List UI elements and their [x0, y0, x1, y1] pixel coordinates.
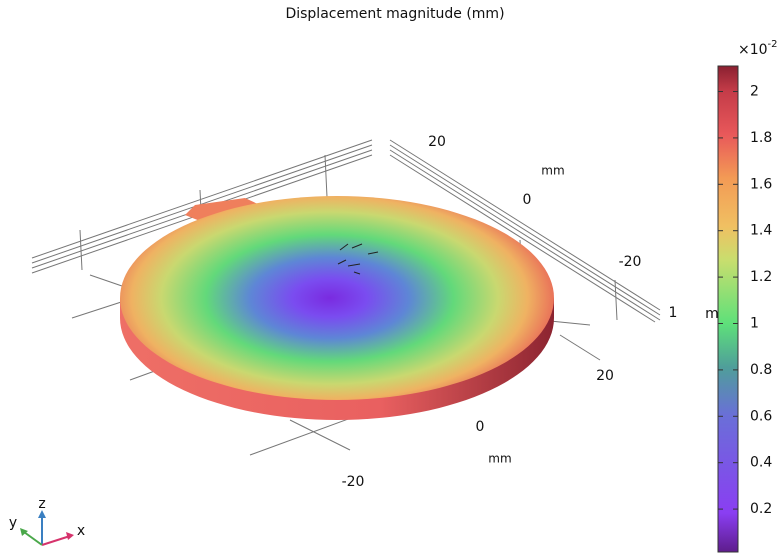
axis-tick-label: 0 [523, 192, 532, 208]
colorbar-tick-label: 1.8 [750, 130, 772, 146]
axis-triad [20, 510, 74, 545]
axis-tick-label: -20 [619, 254, 642, 270]
axis-tick-label: 20 [428, 134, 446, 150]
axis-tick-label: 20 [596, 368, 614, 384]
axis-unit: m [705, 306, 719, 322]
colorbar-tick-label: 0.2 [750, 501, 772, 517]
colorbar-tick-label: 0.4 [750, 455, 772, 471]
colorbar-tick-label: 1 [750, 315, 759, 331]
colorbar-multiplier: ×10-2 [738, 39, 778, 58]
triad-label: y [9, 515, 17, 531]
axis-tick-label: 1 [669, 305, 678, 321]
colorbar [718, 66, 738, 552]
colorbar-tick-label: 0.8 [750, 362, 772, 378]
triad-label: x [77, 523, 85, 539]
colorbar-tick-label: 1.4 [750, 223, 772, 239]
axis-unit: mm [541, 164, 564, 178]
triad-label: z [38, 496, 45, 512]
colorbar-tick-label: 0.6 [750, 408, 772, 424]
title: Displacement magnitude (mm) [285, 6, 504, 22]
multiplier-exponent: -2 [768, 39, 778, 50]
colorbar-tick-label: 2 [750, 84, 759, 100]
multiplier-base: ×10 [738, 42, 768, 58]
disk [120, 196, 554, 420]
axis-tick-label: -20 [342, 474, 365, 490]
colorbar-tick-label: 1.6 [750, 176, 772, 192]
plot: Displacement magnitude (mm) 20 0 -20 mm … [0, 0, 780, 555]
axis-unit: mm [488, 452, 511, 466]
colorbar-tick-label: 1.2 [750, 269, 772, 285]
axis-tick-label: 0 [476, 419, 485, 435]
